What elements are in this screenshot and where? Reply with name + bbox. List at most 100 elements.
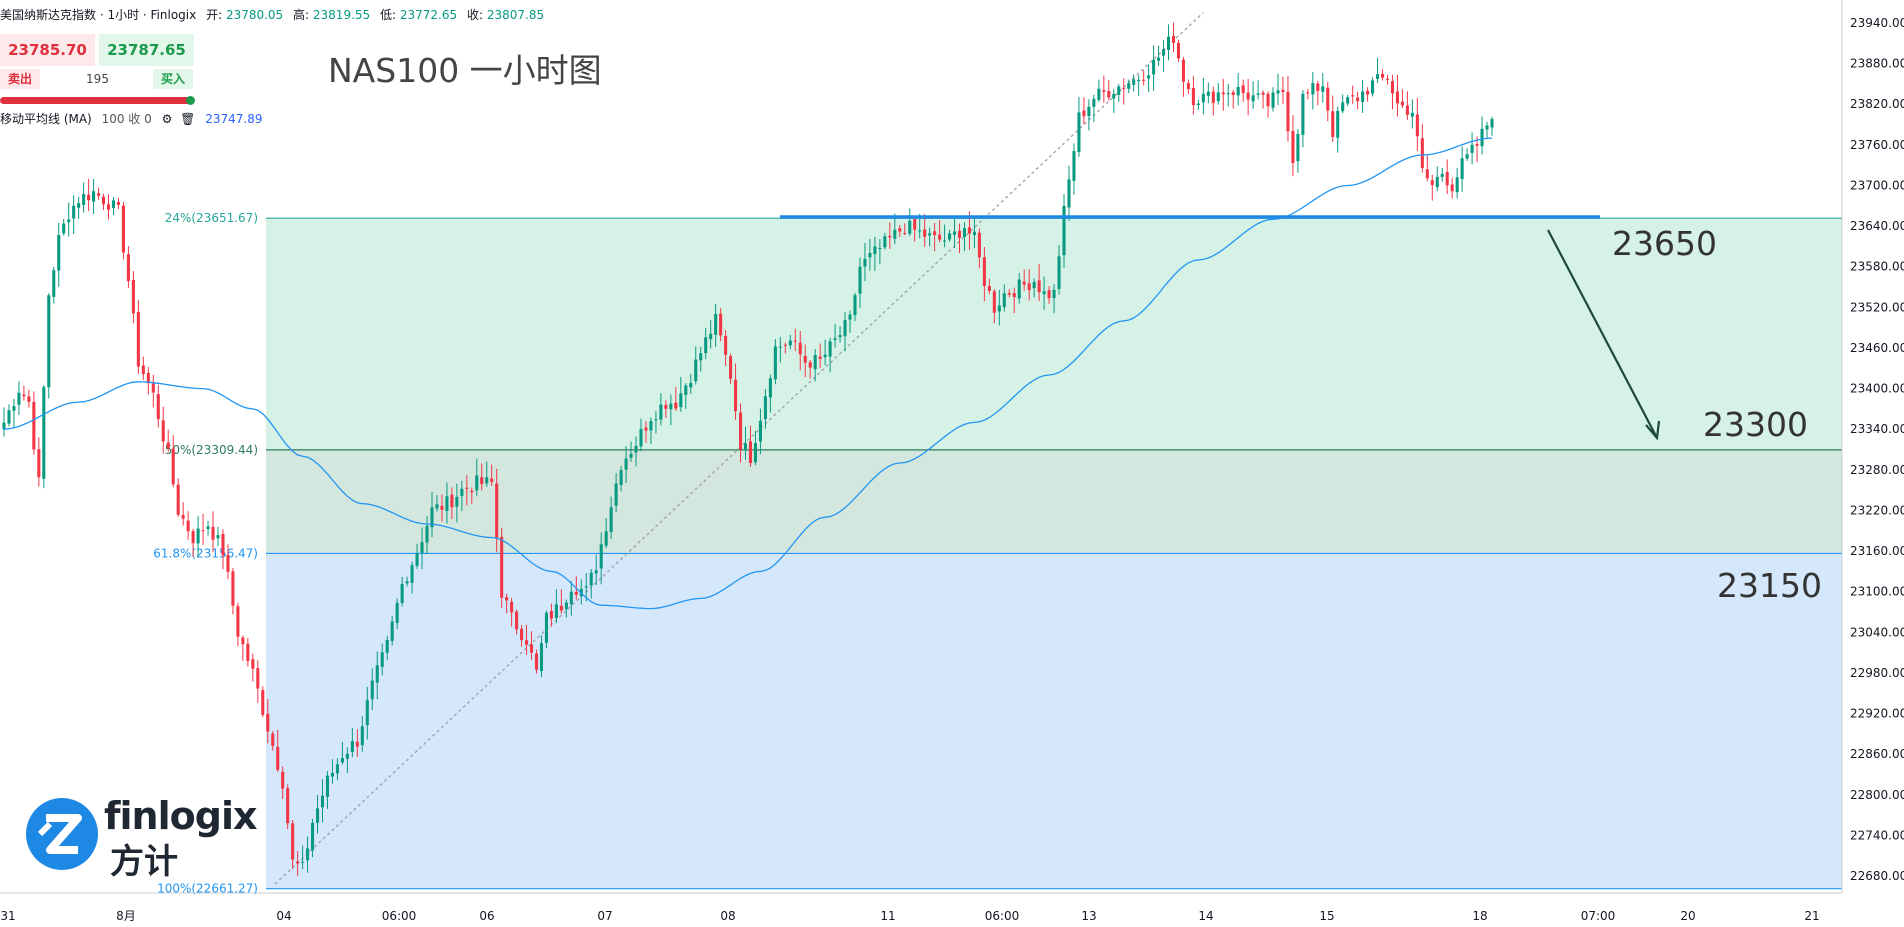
candle-body (1002, 293, 1006, 308)
price-tick-label: 23220.00 (1850, 503, 1904, 517)
candle-body (311, 822, 315, 851)
candle-body (639, 428, 643, 447)
candle-body (654, 419, 658, 421)
candle-body (619, 470, 623, 485)
low-value: 23772.65 (399, 8, 458, 22)
candle-body (1082, 110, 1086, 117)
time-tick-label: 07 (597, 909, 612, 923)
settings-icon[interactable]: ⚙ (161, 112, 173, 126)
candle-body (1206, 91, 1210, 96)
candle-body (1152, 59, 1156, 75)
candle-body (1162, 49, 1166, 56)
candle-body (957, 230, 962, 238)
candle-body (1171, 35, 1176, 43)
candle-body (485, 477, 489, 484)
candle-body (1490, 119, 1494, 128)
candle-body (888, 235, 892, 238)
candle-body (151, 383, 155, 393)
candle-body (1425, 169, 1429, 179)
candle-body (236, 606, 240, 637)
candle-body (1256, 93, 1260, 95)
candle-body (659, 404, 663, 420)
candle-body (599, 544, 603, 569)
time-tick-label: 8月 (116, 909, 136, 923)
candle-body (644, 427, 648, 431)
candle-body (1087, 106, 1091, 117)
candle-body (415, 553, 419, 566)
candle-body (534, 653, 539, 670)
candle-body (17, 392, 21, 405)
time-tick-label: 13 (1081, 909, 1096, 923)
candle-body (833, 338, 837, 340)
candle-body (320, 795, 325, 808)
candle-body (1102, 90, 1106, 92)
candle-body (1286, 91, 1290, 132)
candle-body (1331, 111, 1335, 137)
candle-body (92, 191, 96, 202)
price-tick-label: 23160.00 (1850, 544, 1904, 558)
candle-body (529, 644, 534, 653)
candle-body (738, 412, 743, 450)
candle-body (1211, 91, 1215, 103)
candle-body (171, 448, 175, 485)
candle-body (340, 757, 344, 763)
candle-body (843, 320, 847, 337)
candle-body (62, 223, 66, 234)
sentiment-bar-buy (186, 96, 195, 105)
candle-body (191, 531, 195, 544)
candle-body (111, 200, 116, 208)
candle-body (853, 295, 857, 316)
price-tick-label: 22800.00 (1850, 788, 1904, 802)
candle-body (724, 335, 728, 355)
candle-body (12, 406, 16, 411)
candle-body (982, 257, 986, 286)
buy-button[interactable]: 买入 (153, 69, 193, 89)
time-tick-label: 06 (479, 909, 494, 923)
candle-body (873, 246, 877, 255)
candle-body (1251, 95, 1255, 102)
candle-body (1037, 280, 1041, 293)
level-annotation-23150: 23150 (1717, 566, 1822, 605)
candle-body (1390, 81, 1395, 94)
delete-icon[interactable]: 🗑 (180, 112, 196, 126)
candle-body (161, 420, 165, 442)
indicator-legend[interactable]: 移动平均线 (MA) 100 收 0 ⚙ 🗑 23747.89 (0, 110, 263, 127)
candle-body (22, 394, 26, 397)
time-tick-label: 07:00 (1581, 909, 1616, 923)
candle-body (589, 572, 593, 586)
candle-body (87, 194, 91, 201)
candle-body (335, 764, 339, 774)
candle-body (271, 733, 275, 746)
candle-body (221, 533, 225, 556)
candle-body (455, 496, 459, 507)
price-tick-label: 23880.00 (1850, 57, 1904, 71)
candle-body (325, 775, 330, 797)
candle-body (544, 612, 548, 643)
candle-body (1380, 73, 1385, 78)
sell-button[interactable]: 卖出 (0, 69, 40, 89)
candle-body (1007, 292, 1011, 295)
candle-body (1032, 282, 1036, 289)
price-tick-label: 23580.00 (1850, 260, 1904, 274)
candle-body (649, 421, 653, 431)
logo-wordmark: finlogix (104, 794, 257, 838)
candle-body (1281, 89, 1285, 93)
candle-body (355, 741, 359, 747)
candle-body (1012, 293, 1016, 298)
sell-price[interactable]: 23785.70 (0, 34, 95, 66)
candle-body (126, 254, 130, 282)
open-label: 开: (206, 8, 223, 22)
candle-body (1137, 79, 1141, 82)
candle-body (729, 356, 733, 379)
candle-body (1410, 112, 1414, 117)
candle-body (1316, 83, 1320, 91)
level-annotation-23300: 23300 (1703, 405, 1808, 444)
buy-price[interactable]: 23787.65 (99, 34, 194, 66)
candle-body (176, 484, 180, 515)
candle-body (743, 443, 748, 451)
candle-body (1047, 290, 1051, 299)
candle-body (196, 528, 200, 544)
candle-body (1266, 93, 1270, 107)
price-tick-label: 23460.00 (1850, 341, 1904, 355)
